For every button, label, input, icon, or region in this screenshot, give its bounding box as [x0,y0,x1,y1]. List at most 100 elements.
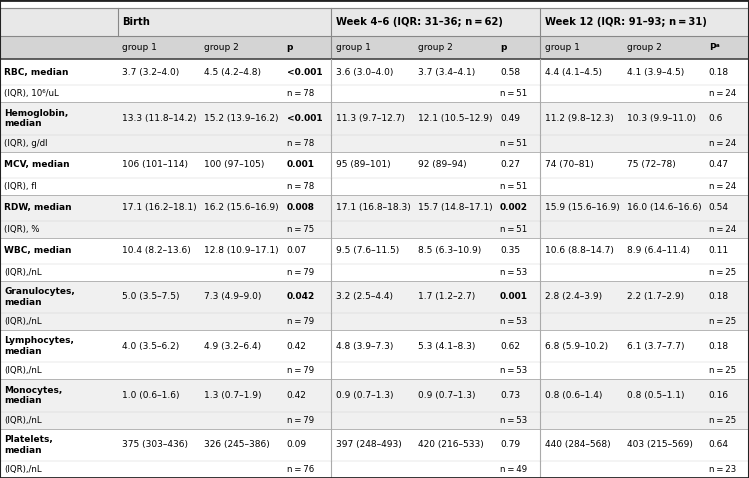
Text: 11.2 (9.8–12.3): 11.2 (9.8–12.3) [545,114,613,123]
Text: 92 (89–94): 92 (89–94) [418,160,467,169]
Text: 4.0 (3.5–6.2): 4.0 (3.5–6.2) [122,342,180,351]
Text: 9.5 (7.6–11.5): 9.5 (7.6–11.5) [336,246,399,255]
Text: 12.8 (10.9–17.1): 12.8 (10.9–17.1) [204,246,279,255]
Text: 2.8 (2.4–3.9): 2.8 (2.4–3.9) [545,293,602,301]
Text: 0.001: 0.001 [287,160,315,169]
Text: 0.58: 0.58 [500,68,521,76]
Text: 8.9 (6.4–11.4): 8.9 (6.4–11.4) [627,246,690,255]
Bar [0,36,749,59]
Bar [0,0,749,8]
Text: group 2: group 2 [418,43,453,52]
Text: (IQR),/nL: (IQR),/nL [4,416,42,424]
Text: 0.49: 0.49 [500,114,520,123]
Text: n = 24: n = 24 [709,182,736,191]
Text: 0.18: 0.18 [709,68,729,76]
Text: 10.3 (9.9–11.0): 10.3 (9.9–11.0) [627,114,696,123]
Text: 326 (245–386): 326 (245–386) [204,440,270,449]
Text: 1.0 (0.6–1.6): 1.0 (0.6–1.6) [122,391,180,400]
Text: n = 25: n = 25 [709,268,736,277]
Text: 3.7 (3.4–4.1): 3.7 (3.4–4.1) [418,68,476,76]
Text: (IQR), 10⁶/uL: (IQR), 10⁶/uL [4,89,59,98]
Text: n = 76: n = 76 [287,465,314,474]
Bar [0,238,749,264]
Text: 17.1 (16.8–18.3): 17.1 (16.8–18.3) [336,203,410,212]
Text: Monocytes,
median: Monocytes, median [4,386,63,405]
Text: n = 78: n = 78 [287,139,314,148]
Text: n = 25: n = 25 [709,366,736,375]
Bar [0,102,749,134]
Text: 3.2 (2.5–4.4): 3.2 (2.5–4.4) [336,293,393,301]
Bar [0,8,749,36]
Text: Platelets,
median: Platelets, median [4,435,53,455]
Text: 74 (70–81): 74 (70–81) [545,160,593,169]
Text: n = 79: n = 79 [287,268,314,277]
Bar [0,134,749,152]
Text: 6.8 (5.9–10.2): 6.8 (5.9–10.2) [545,342,608,351]
Text: n = 53: n = 53 [500,416,527,424]
Text: 1.7 (1.2–2.7): 1.7 (1.2–2.7) [418,293,476,301]
Text: 0.8 (0.5–1.1): 0.8 (0.5–1.1) [627,391,685,400]
Text: n = 79: n = 79 [287,317,314,326]
Text: 0.16: 0.16 [709,391,729,400]
Text: (IQR), %: (IQR), % [4,225,40,234]
Text: 16.2 (15.6–16.9): 16.2 (15.6–16.9) [204,203,279,212]
Text: 0.18: 0.18 [709,342,729,351]
Bar [0,412,749,429]
Text: group 1: group 1 [122,43,157,52]
Text: 2.2 (1.7–2.9): 2.2 (1.7–2.9) [627,293,684,301]
Text: n = 51: n = 51 [500,182,527,191]
Text: 100 (97–105): 100 (97–105) [204,160,265,169]
Text: 4.5 (4.2–4.8): 4.5 (4.2–4.8) [204,68,261,76]
Text: 8.5 (6.3–10.9): 8.5 (6.3–10.9) [418,246,482,255]
Text: 4.9 (3.2–6.4): 4.9 (3.2–6.4) [204,342,261,351]
Text: 6.1 (3.7–7.7): 6.1 (3.7–7.7) [627,342,685,351]
Bar [0,281,749,313]
Text: n = 53: n = 53 [500,268,527,277]
Text: 0.002: 0.002 [500,203,528,212]
Text: n = 23: n = 23 [709,465,736,474]
Bar [0,264,749,281]
Bar [0,362,749,380]
Text: RBC, median: RBC, median [4,68,69,76]
Text: (IQR), fl: (IQR), fl [4,182,37,191]
Text: n = 79: n = 79 [287,416,314,424]
Text: n = 78: n = 78 [287,182,314,191]
Text: 0.62: 0.62 [500,342,520,351]
Text: 3.7 (3.2–4.0): 3.7 (3.2–4.0) [122,68,180,76]
Bar [0,429,749,461]
Text: 0.008: 0.008 [287,203,315,212]
Bar [0,195,749,221]
Text: 0.6: 0.6 [709,114,724,123]
Text: 15.9 (15.6–16.9): 15.9 (15.6–16.9) [545,203,619,212]
Text: group 2: group 2 [627,43,661,52]
Text: p: p [500,43,506,52]
Text: 0.09: 0.09 [287,440,306,449]
Bar [0,461,749,478]
Text: n = 24: n = 24 [709,225,736,234]
Text: 106 (101–114): 106 (101–114) [122,160,189,169]
Text: 5.0 (3.5–7.5): 5.0 (3.5–7.5) [122,293,180,301]
Text: RDW, median: RDW, median [4,203,72,212]
Text: n = 75: n = 75 [287,225,314,234]
Text: 440 (284–568): 440 (284–568) [545,440,610,449]
Text: 0.64: 0.64 [709,440,729,449]
Text: 0.07: 0.07 [287,246,306,255]
Bar [0,59,749,85]
Text: 4.4 (4.1–4.5): 4.4 (4.1–4.5) [545,68,601,76]
Text: 0.79: 0.79 [500,440,521,449]
Text: 0.001: 0.001 [500,293,528,301]
Bar [0,380,749,412]
Text: 17.1 (16.2–18.1): 17.1 (16.2–18.1) [122,203,197,212]
Text: 5.3 (4.1–8.3): 5.3 (4.1–8.3) [418,342,476,351]
Text: Week 12 (IQR: 91–93; n = 31): Week 12 (IQR: 91–93; n = 31) [545,17,706,27]
Text: 0.9 (0.7–1.3): 0.9 (0.7–1.3) [336,391,393,400]
Text: 397 (248–493): 397 (248–493) [336,440,401,449]
Text: group 1: group 1 [545,43,580,52]
Text: WBC, median: WBC, median [4,246,72,255]
Text: 16.0 (14.6–16.6): 16.0 (14.6–16.6) [627,203,701,212]
Bar [0,330,749,362]
Text: 375 (303–436): 375 (303–436) [122,440,189,449]
Text: 0.9 (0.7–1.3): 0.9 (0.7–1.3) [418,391,476,400]
Text: 10.4 (8.2–13.6): 10.4 (8.2–13.6) [122,246,191,255]
Text: 0.27: 0.27 [500,160,520,169]
